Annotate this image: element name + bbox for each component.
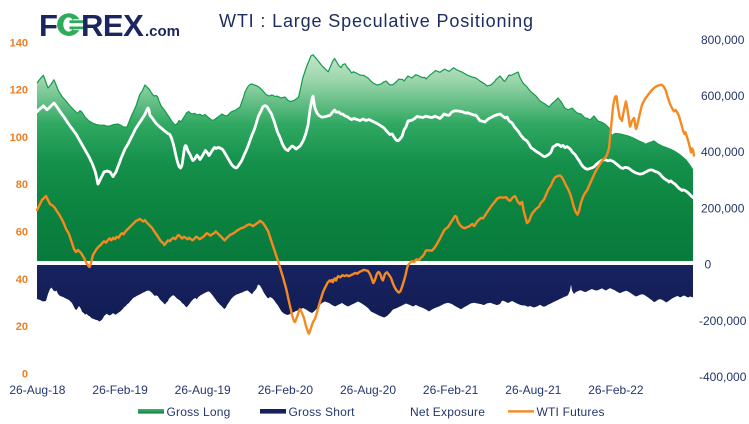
svg-text:F: F: [39, 8, 57, 43]
svg-text:80: 80: [16, 179, 28, 191]
svg-text:60: 60: [16, 227, 28, 239]
svg-text:0: 0: [22, 368, 28, 380]
svg-text:26-Aug-19: 26-Aug-19: [175, 383, 231, 397]
svg-text:26-Aug-20: 26-Aug-20: [340, 383, 396, 397]
svg-text:-400,000: -400,000: [699, 370, 747, 384]
svg-text:26-Feb-19: 26-Feb-19: [92, 383, 148, 397]
svg-text:Gross Short: Gross Short: [289, 405, 356, 419]
svg-text:REX: REX: [81, 8, 144, 43]
svg-text:26-Feb-22: 26-Feb-22: [588, 383, 644, 397]
svg-text:140: 140: [10, 37, 28, 49]
svg-text:WTI : Large Speculative Positi: WTI : Large Speculative Positioning: [219, 11, 534, 31]
svg-text:26-Feb-21: 26-Feb-21: [423, 383, 479, 397]
svg-text:600,000: 600,000: [701, 89, 745, 103]
svg-text:26-Feb-20: 26-Feb-20: [258, 383, 314, 397]
svg-text:120: 120: [10, 85, 28, 97]
svg-text:100: 100: [10, 132, 28, 144]
svg-text:WTI Futures: WTI Futures: [537, 405, 605, 419]
svg-text:0: 0: [705, 258, 712, 272]
svg-text:20: 20: [16, 321, 28, 333]
svg-text:40: 40: [16, 274, 28, 286]
svg-text:200,000: 200,000: [701, 201, 745, 215]
svg-text:.com: .com: [145, 23, 180, 40]
svg-text:26-Aug-18: 26-Aug-18: [9, 383, 65, 397]
svg-text:400,000: 400,000: [701, 145, 745, 159]
svg-text:Net Exposure: Net Exposure: [410, 405, 485, 419]
svg-text:26-Aug-21: 26-Aug-21: [505, 383, 561, 397]
svg-text:800,000: 800,000: [701, 33, 745, 47]
svg-text:Gross Long: Gross Long: [167, 405, 231, 419]
svg-text:-200,000: -200,000: [699, 314, 747, 328]
